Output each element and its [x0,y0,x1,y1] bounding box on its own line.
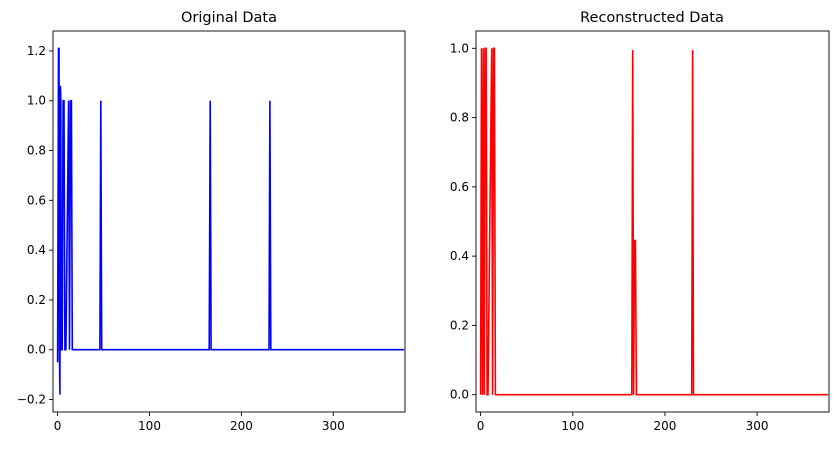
x-tick-label: 200 [653,419,676,433]
tick-group: 0 100 200 300 0.0 0.2 0.4 0.6 0.8 1.0 [450,41,769,433]
y-tick-label: 0.8 [450,111,469,125]
x-tick-label: 100 [138,419,161,433]
x-tick-label: 200 [230,419,253,433]
chart-original: Original Data 0 100 200 300 −0.2 0.0 0.2 0.4 0.6… [17,10,406,433]
y-tick-label: 0.4 [27,243,46,257]
y-tick-label: 0.6 [27,193,46,207]
tick-group: 0 100 200 300 −0.2 0.0 0.2 0.4 0.6 0.8 1.0 1.2 [17,44,345,433]
y-tick-label: 1.2 [27,44,46,58]
y-tick-label: 0.6 [450,180,469,194]
series-line-original [56,47,405,395]
chart-reconstructed: Reconstructed Data 0 100 200 300 0.0 0.2 0.4 0.… [450,10,830,433]
x-tick-label: 300 [322,419,345,433]
y-tick-label: 0.2 [450,318,469,332]
y-tick-label: 0.8 [27,144,46,158]
y-tick-label: 1.0 [27,94,46,108]
y-tick-label: 0.0 [450,388,469,402]
series-line-reconstructed [479,47,829,396]
x-tick-label: 300 [746,419,769,433]
chart-title: Reconstructed Data [580,10,724,26]
chart-title: Original Data [181,10,277,26]
y-tick-label: −0.2 [17,393,46,407]
y-tick-label: 0.0 [27,343,46,357]
plot-frame [475,30,830,413]
y-tick-label: 1.0 [450,41,469,55]
plot-frame [52,30,406,413]
y-tick-label: 0.2 [27,293,46,307]
x-tick-label: 100 [561,419,584,433]
y-tick-label: 0.4 [450,249,469,263]
x-tick-label: 0 [54,419,62,433]
x-tick-label: 0 [477,419,485,433]
